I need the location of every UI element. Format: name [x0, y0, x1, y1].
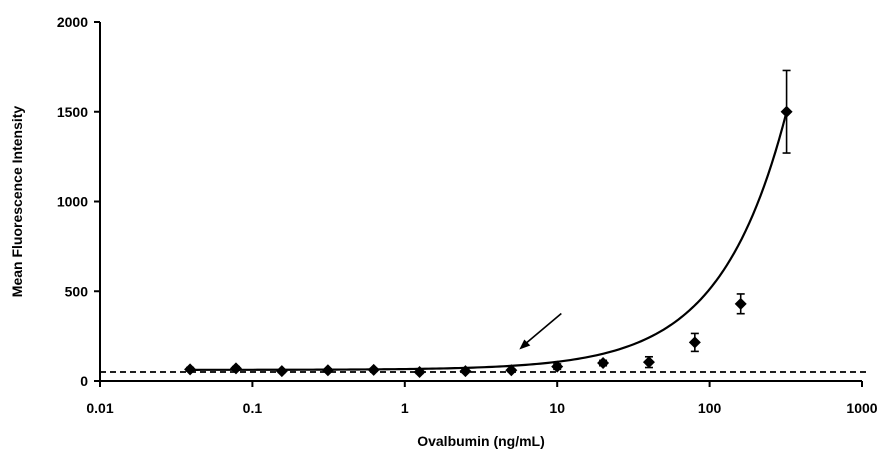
- data-point: [413, 366, 426, 379]
- data-point: [275, 365, 288, 378]
- x-tick-label: 100: [698, 400, 722, 416]
- y-tick-label: 0: [80, 373, 88, 389]
- x-tick-label: 1000: [846, 400, 877, 416]
- y-axis-title: Mean Fluorescence Intensity: [9, 106, 25, 298]
- fit-curve: [190, 111, 788, 371]
- annotation-arrow-head: [519, 339, 531, 350]
- data-point: [184, 363, 197, 376]
- data-point: [734, 297, 747, 310]
- x-tick-label: 1: [401, 400, 409, 416]
- data-point: [597, 357, 610, 370]
- x-tick-label: 0.1: [243, 400, 263, 416]
- data-point: [505, 364, 518, 377]
- data-point: [367, 363, 380, 376]
- data-point: [229, 362, 242, 375]
- annotation-arrow-shaft: [522, 312, 562, 347]
- data-point: [459, 365, 472, 378]
- x-tick-label: 0.01: [86, 400, 113, 416]
- data-point: [642, 356, 655, 369]
- y-tick-label: 1000: [57, 194, 88, 210]
- data-point: [321, 364, 334, 377]
- x-tick-label: 10: [549, 400, 565, 416]
- data-point: [688, 336, 701, 349]
- y-tick-label: 2000: [57, 14, 88, 30]
- y-tick-label: 1500: [57, 104, 88, 120]
- data-point: [780, 105, 793, 118]
- x-axis-title: Ovalbumin (ng/mL): [417, 433, 545, 449]
- data-point: [551, 360, 564, 373]
- y-tick-label: 500: [65, 283, 89, 299]
